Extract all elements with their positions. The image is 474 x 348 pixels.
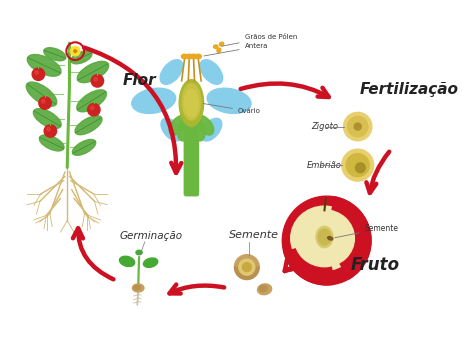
Circle shape xyxy=(74,50,76,53)
Circle shape xyxy=(354,123,361,130)
Ellipse shape xyxy=(214,45,218,48)
Ellipse shape xyxy=(33,109,61,128)
Circle shape xyxy=(283,196,371,285)
Ellipse shape xyxy=(191,118,205,141)
Ellipse shape xyxy=(294,210,355,267)
Ellipse shape xyxy=(257,284,272,295)
Ellipse shape xyxy=(169,116,187,135)
Circle shape xyxy=(90,106,94,110)
Circle shape xyxy=(342,149,374,181)
Ellipse shape xyxy=(201,118,222,141)
Text: Fertilização: Fertilização xyxy=(360,82,459,97)
FancyBboxPatch shape xyxy=(184,103,199,196)
Ellipse shape xyxy=(134,285,141,290)
Circle shape xyxy=(71,47,75,51)
Ellipse shape xyxy=(316,226,333,248)
Text: Zigoto: Zigoto xyxy=(311,122,338,131)
Ellipse shape xyxy=(219,42,224,46)
Ellipse shape xyxy=(77,61,109,82)
Ellipse shape xyxy=(160,60,183,84)
Ellipse shape xyxy=(26,82,57,106)
Circle shape xyxy=(73,46,77,50)
Ellipse shape xyxy=(27,55,61,76)
Ellipse shape xyxy=(39,135,64,151)
Ellipse shape xyxy=(182,84,201,120)
Ellipse shape xyxy=(186,54,192,59)
Ellipse shape xyxy=(318,229,331,245)
Ellipse shape xyxy=(217,48,221,53)
Circle shape xyxy=(356,163,365,173)
Circle shape xyxy=(71,52,75,55)
Ellipse shape xyxy=(185,117,198,140)
Circle shape xyxy=(76,47,79,51)
Circle shape xyxy=(44,125,56,137)
Wedge shape xyxy=(284,240,334,285)
Wedge shape xyxy=(235,267,259,279)
Circle shape xyxy=(76,52,79,55)
Circle shape xyxy=(346,153,369,177)
Text: Semente: Semente xyxy=(335,224,398,238)
Ellipse shape xyxy=(259,285,267,292)
Text: Germinação: Germinação xyxy=(119,231,182,241)
Ellipse shape xyxy=(77,90,107,112)
Ellipse shape xyxy=(132,284,144,292)
Ellipse shape xyxy=(196,116,214,135)
Ellipse shape xyxy=(161,118,182,141)
Ellipse shape xyxy=(119,256,135,267)
Ellipse shape xyxy=(75,116,102,135)
Ellipse shape xyxy=(73,140,96,155)
Text: Grãos de Pólen: Grãos de Pólen xyxy=(222,34,297,46)
Text: Antera: Antera xyxy=(204,44,268,56)
Ellipse shape xyxy=(178,118,192,141)
Circle shape xyxy=(94,77,97,81)
Ellipse shape xyxy=(195,54,201,59)
Circle shape xyxy=(47,127,50,131)
Text: Flor: Flor xyxy=(123,73,156,88)
Circle shape xyxy=(76,49,80,53)
Circle shape xyxy=(239,259,255,275)
Text: Semente: Semente xyxy=(229,230,279,240)
Ellipse shape xyxy=(291,206,358,270)
Circle shape xyxy=(91,75,104,87)
Wedge shape xyxy=(327,197,371,279)
Ellipse shape xyxy=(44,48,66,61)
Ellipse shape xyxy=(207,88,251,113)
Ellipse shape xyxy=(182,54,188,59)
Circle shape xyxy=(32,68,45,80)
Text: Ovário: Ovário xyxy=(203,103,261,114)
Wedge shape xyxy=(235,255,259,267)
Text: Embrião: Embrião xyxy=(307,161,342,169)
Ellipse shape xyxy=(71,51,92,64)
Ellipse shape xyxy=(200,60,223,84)
Circle shape xyxy=(347,116,368,137)
Circle shape xyxy=(344,112,372,141)
Circle shape xyxy=(70,49,74,53)
Circle shape xyxy=(242,263,251,271)
Text: Fruto: Fruto xyxy=(351,256,400,274)
Ellipse shape xyxy=(191,54,197,59)
Ellipse shape xyxy=(184,89,199,117)
Circle shape xyxy=(73,53,77,56)
Circle shape xyxy=(88,103,100,116)
Ellipse shape xyxy=(136,250,142,255)
Circle shape xyxy=(42,100,45,103)
Ellipse shape xyxy=(132,88,176,113)
Ellipse shape xyxy=(144,258,158,267)
Ellipse shape xyxy=(328,237,333,240)
Ellipse shape xyxy=(179,80,204,126)
Circle shape xyxy=(35,71,38,74)
Circle shape xyxy=(39,97,51,109)
